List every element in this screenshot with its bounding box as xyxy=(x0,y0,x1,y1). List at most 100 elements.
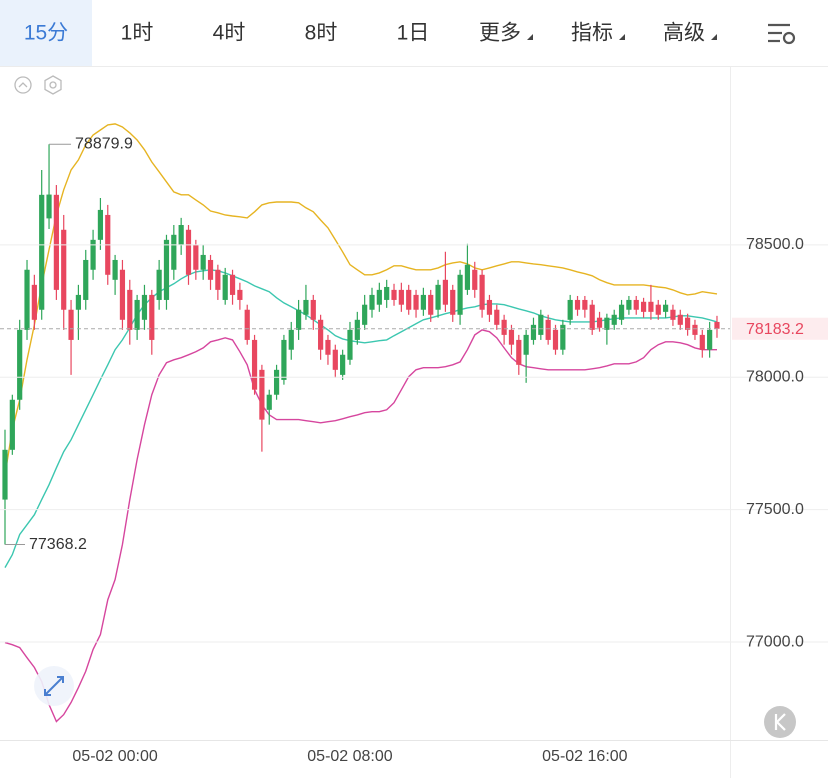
fullscreen-button[interactable] xyxy=(34,666,74,706)
candle-body xyxy=(296,309,302,330)
candle-body xyxy=(648,301,654,312)
candle-body xyxy=(332,349,338,370)
candle-body xyxy=(707,329,713,350)
candle-body xyxy=(685,317,691,330)
candle-body xyxy=(538,314,544,335)
candle-body xyxy=(428,294,434,315)
candle-body xyxy=(663,304,669,312)
candle-body xyxy=(119,269,126,320)
active-tab-bg xyxy=(0,0,92,66)
candle-body xyxy=(141,294,148,320)
candle-body xyxy=(640,301,647,312)
dropdown-icon xyxy=(527,34,533,40)
candle-body xyxy=(244,309,250,340)
candle-body xyxy=(222,274,228,300)
candle-body xyxy=(611,314,617,325)
candle-body xyxy=(310,299,316,320)
tab-bar: 15分 1时 4时 8时 1日 更多 指标 高级 xyxy=(24,22,705,45)
candle-body xyxy=(494,309,500,325)
tab[interactable]: 更多 xyxy=(479,22,521,45)
min-marker-label: 77368.2 xyxy=(29,536,87,553)
candle-body xyxy=(442,279,448,305)
candle-body xyxy=(149,294,155,340)
candle-body xyxy=(259,369,265,420)
candle-body xyxy=(53,194,59,290)
candle-body xyxy=(655,304,661,315)
candle-body xyxy=(207,259,214,280)
candle-body xyxy=(362,304,368,325)
tab[interactable]: 15分 xyxy=(24,22,68,45)
candle-body xyxy=(318,319,324,350)
candle-body xyxy=(112,259,118,280)
tab[interactable]: 高级 xyxy=(663,22,705,45)
candle-body xyxy=(229,274,236,295)
candle-body xyxy=(486,299,493,315)
candle-body xyxy=(97,209,104,240)
max-marker-label: 78879.9 xyxy=(75,136,133,153)
candle-body xyxy=(200,254,206,270)
candle-body xyxy=(567,299,573,320)
candle-body xyxy=(516,339,522,365)
collapse-icon[interactable] xyxy=(14,76,32,94)
x-tick-label: 05-02 08:00 xyxy=(307,748,393,765)
candle-body xyxy=(692,324,698,335)
candle-body xyxy=(288,329,294,350)
candle-body xyxy=(552,329,559,350)
candle-body xyxy=(479,274,485,310)
tab[interactable]: 1日 xyxy=(397,22,430,45)
scroll-latest-button[interactable] xyxy=(764,706,796,738)
candle-body xyxy=(215,269,221,290)
candle-body xyxy=(384,286,390,300)
plot-area xyxy=(0,123,730,723)
candle-body xyxy=(420,294,426,310)
candle-body xyxy=(354,319,360,340)
candle-body xyxy=(9,399,15,450)
candle-body xyxy=(39,194,45,310)
candle-body xyxy=(340,354,346,375)
candle-body xyxy=(413,294,419,310)
tab[interactable]: 4时 xyxy=(213,22,246,45)
candle-body xyxy=(582,299,588,310)
candle-body xyxy=(303,299,309,315)
candle-body xyxy=(185,229,192,275)
y-tick-label: 77500.0 xyxy=(746,501,804,518)
candle-body xyxy=(46,194,52,219)
candle-body xyxy=(376,289,382,305)
candle-body xyxy=(61,229,67,310)
candle-body xyxy=(457,274,463,315)
candle-body xyxy=(501,319,507,335)
candle-body xyxy=(633,299,639,310)
candle-body xyxy=(545,319,551,340)
candle-body xyxy=(604,317,610,330)
candle-body xyxy=(237,289,243,300)
candle-body xyxy=(472,269,478,290)
candle-body xyxy=(68,309,74,340)
candle-body xyxy=(281,339,287,380)
candle-body xyxy=(530,324,537,340)
last-price-bg xyxy=(732,317,828,340)
candle-body xyxy=(626,299,632,310)
indicator-settings-icon[interactable] xyxy=(44,75,62,95)
last-price-label: 78183.2 xyxy=(746,321,804,338)
candle-body xyxy=(127,289,133,330)
band-line xyxy=(4,123,718,475)
settings-icon[interactable] xyxy=(768,23,796,45)
band-line xyxy=(4,269,718,568)
candle-body xyxy=(325,339,331,355)
candle-body xyxy=(75,294,81,310)
candle-body xyxy=(347,329,353,360)
candle-body xyxy=(266,394,272,410)
tab[interactable]: 指标 xyxy=(571,22,613,45)
tab[interactable]: 1时 xyxy=(121,22,154,45)
candle-body xyxy=(193,244,199,270)
dropdown-icon xyxy=(711,34,717,40)
candle-body xyxy=(251,339,258,390)
x-tick-label: 05-02 00:00 xyxy=(72,748,158,765)
candle-body xyxy=(450,289,456,315)
candle-body xyxy=(2,449,8,500)
tab[interactable]: 8时 xyxy=(305,22,338,45)
candle-body xyxy=(156,269,162,300)
candle-body xyxy=(83,259,89,300)
candle-body xyxy=(714,321,720,329)
